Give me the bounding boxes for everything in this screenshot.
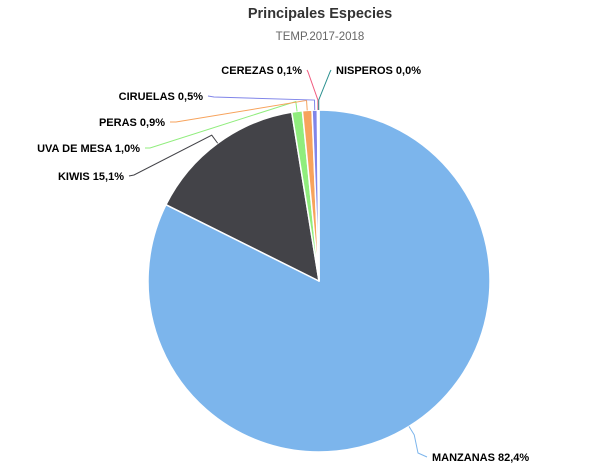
connector-ciruelas <box>207 95 316 111</box>
data-labels: MANZANAS 82,4% KIWIS 15,1% UVA DE MESA 1,0… <box>37 65 529 464</box>
connector-manzanas <box>408 426 428 458</box>
data-label-nisperos: NISPEROS 0,0% <box>336 65 421 77</box>
data-label-ciruelas: CIRUELAS 0,5% <box>119 91 204 103</box>
pie-slices <box>147 109 491 453</box>
connector-nisperos <box>318 69 332 111</box>
chart-subtitle: TEMP.2017-2018 <box>275 31 365 43</box>
connector-uva-de-mesa <box>145 100 298 149</box>
connector-kiwis <box>128 134 219 177</box>
chart-title: Principales Especies <box>247 6 393 22</box>
connector-cerezas <box>306 69 319 111</box>
connector-peras <box>170 99 308 123</box>
data-label-uva-de-mesa: UVA DE MESA 1,0% <box>37 143 140 155</box>
label-connectors <box>128 69 428 458</box>
data-label-peras: PERAS 0,9% <box>99 117 165 129</box>
data-label-cerezas: CEREZAS 0,1% <box>221 65 302 77</box>
pie-slice-kiwis[interactable] <box>165 111 320 282</box>
data-label-manzanas: MANZANAS 82,4% <box>432 452 529 464</box>
data-label-kiwis: KIWIS 15,1% <box>58 171 124 183</box>
pie-slice-nisperos[interactable] <box>317 109 320 282</box>
